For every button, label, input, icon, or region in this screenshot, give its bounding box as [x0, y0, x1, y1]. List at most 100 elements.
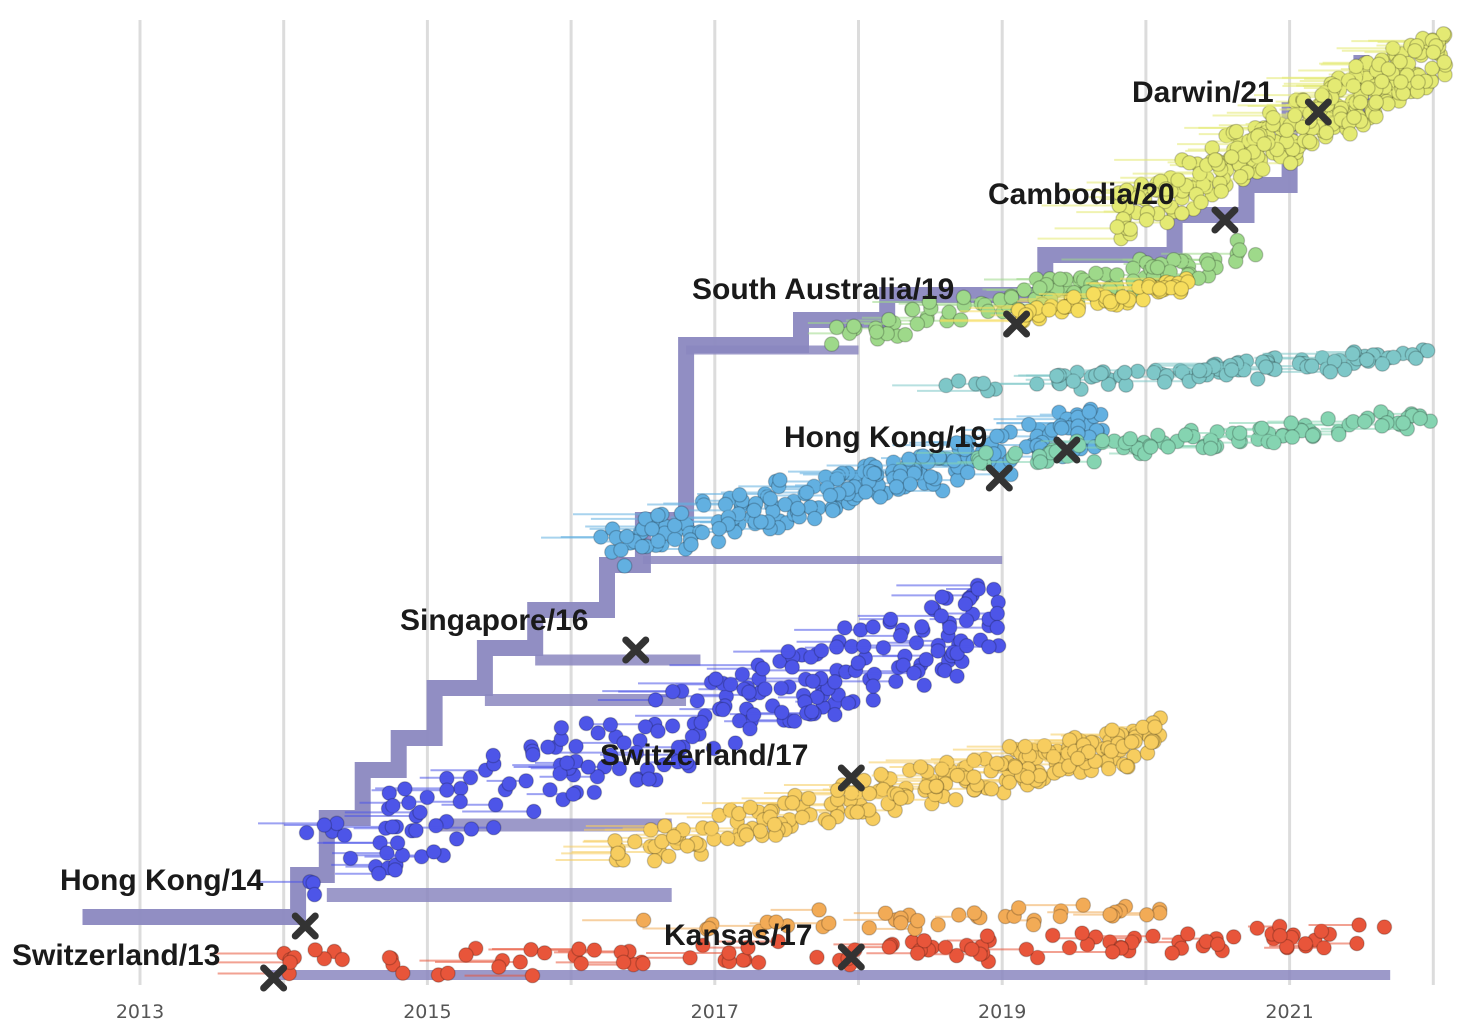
- x-stroke: [622, 636, 650, 664]
- tip-point: [955, 289, 972, 306]
- tip-point: [1419, 342, 1436, 359]
- tip-point: [1254, 420, 1270, 437]
- tip-point: [1223, 149, 1240, 165]
- tip-point: [794, 809, 811, 826]
- tip-point: [590, 725, 606, 741]
- x-stroke: [1003, 310, 1031, 338]
- tip-point: [1149, 259, 1166, 276]
- tip-point: [428, 817, 444, 834]
- tip-point: [1138, 212, 1155, 228]
- tip-point: [897, 326, 914, 343]
- tip-point: [770, 933, 787, 950]
- tip-point: [1374, 73, 1390, 90]
- tip-point: [947, 791, 964, 808]
- tip-point: [922, 468, 939, 485]
- tip-point: [1164, 945, 1180, 961]
- tip-point: [1351, 917, 1367, 933]
- tip-point: [821, 915, 837, 932]
- tip-point: [282, 954, 298, 971]
- tip-point: [1254, 161, 1271, 178]
- tip-point: [1025, 916, 1042, 933]
- tip-point: [772, 472, 788, 488]
- tip-point: [1256, 136, 1273, 152]
- tip-point: [452, 793, 469, 810]
- tip-point: [412, 804, 428, 821]
- tip-point: [1031, 280, 1048, 296]
- vaccine-marker-kansas-17: [837, 943, 865, 971]
- tip-point: [762, 490, 779, 507]
- x-stroke: [1053, 436, 1081, 464]
- x-tick-label-2015: 2015: [403, 1001, 451, 1023]
- tip-points: [210, 26, 1454, 984]
- tip-point: [1412, 410, 1429, 427]
- tip-point: [881, 939, 898, 955]
- tip-point: [646, 852, 663, 869]
- tip-point: [1104, 944, 1121, 960]
- tip-point: [615, 954, 632, 971]
- tip-point: [1336, 361, 1353, 378]
- tip-point: [866, 465, 882, 482]
- tip-point: [923, 599, 940, 616]
- tip-point: [949, 767, 966, 784]
- tip-point: [1104, 722, 1120, 738]
- tip-point: [1287, 107, 1303, 124]
- tip-point: [1143, 734, 1160, 751]
- tip-point: [857, 484, 874, 500]
- tip-point: [440, 965, 456, 982]
- tip-point: [1322, 364, 1339, 380]
- vaccine-label-switzerland-13: Switzerland/13: [12, 939, 220, 972]
- tip-point: [683, 536, 699, 553]
- tip-point: [1100, 760, 1117, 777]
- tip-point: [693, 714, 710, 731]
- tip-point: [1385, 40, 1401, 57]
- tip-point: [975, 375, 992, 392]
- tip-point: [773, 680, 789, 697]
- tip-point: [746, 502, 762, 519]
- tip-point: [1070, 302, 1087, 319]
- vaccine-marker-extra: [1053, 436, 1081, 464]
- tip-point: [930, 916, 946, 933]
- tip-point: [1065, 373, 1082, 390]
- tip-point: [950, 907, 967, 923]
- tip-point: [342, 850, 359, 867]
- tip-point: [710, 533, 727, 550]
- tip-point: [868, 324, 885, 340]
- tip-point: [909, 945, 926, 962]
- vaccine-label-kansas-17: Kansas/17: [664, 919, 812, 952]
- tip-point: [1368, 94, 1385, 111]
- tip-point: [1393, 74, 1409, 90]
- tip-point: [754, 660, 771, 677]
- tip-point: [1122, 430, 1139, 447]
- tip-point: [1145, 928, 1161, 945]
- tip-point: [501, 775, 518, 792]
- tip-point: [824, 502, 841, 519]
- tip-point: [731, 805, 747, 822]
- tip-point: [731, 486, 748, 503]
- x-stroke: [1304, 98, 1332, 126]
- tip-point: [1102, 906, 1118, 923]
- x-tick-label-2019: 2019: [978, 1001, 1026, 1023]
- tip-point: [1272, 927, 1288, 944]
- tip-point: [616, 558, 633, 574]
- tip-point: [684, 728, 701, 745]
- tip-point: [628, 744, 645, 761]
- tip-point: [753, 513, 769, 530]
- tip-point: [887, 673, 904, 690]
- tip-point: [845, 318, 862, 335]
- tip-point: [1283, 415, 1299, 431]
- tip-point: [626, 833, 643, 850]
- tip-point: [1374, 418, 1390, 434]
- tip-point: [1174, 205, 1190, 222]
- x-tick-label-2017: 2017: [691, 1001, 739, 1023]
- tip-point: [705, 740, 722, 757]
- tip-point: [865, 692, 882, 708]
- tip-point: [813, 642, 830, 659]
- tip-point: [959, 464, 976, 481]
- tip-point: [1407, 42, 1423, 59]
- x-stroke: [985, 464, 1013, 492]
- tip-point: [689, 692, 706, 709]
- tip-point: [1118, 758, 1135, 775]
- tip-point: [1147, 719, 1163, 735]
- tip-point: [1075, 897, 1092, 913]
